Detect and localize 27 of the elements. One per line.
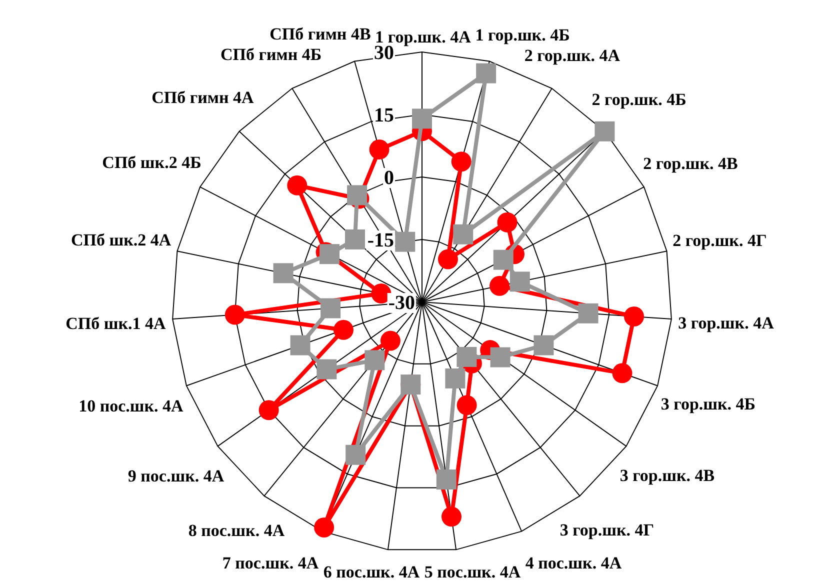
- spoke-label: 6 пос.шк. 4А: [323, 562, 420, 582]
- spoke-label: СПб шк.2 4А: [71, 230, 172, 250]
- y-tick-label: 0: [384, 167, 394, 189]
- spoke-label: 1 гор.шк. 4Б: [475, 25, 570, 44]
- spoke-label: СПб шк.1 4А: [66, 314, 167, 333]
- spoke-label: 9 пос.шк. 4А: [128, 466, 225, 486]
- spoke-label: 2 гор.шк. 4Г: [672, 231, 767, 250]
- spoke-label: 2 гор.шк. 4Б: [592, 90, 686, 110]
- spoke-label: 2 гор.шк. 4В: [643, 154, 738, 173]
- spoke-label: 5 пос.шк. 4А: [424, 562, 522, 582]
- spoke-label: 3 гор.шк. 4А: [678, 314, 775, 333]
- spoke-label: 7 пос.шк. 4А: [222, 553, 320, 572]
- spoke-label: 2 гор.шк. 4А: [524, 46, 621, 65]
- spoke-label: СПб гимн 4Б: [220, 44, 322, 64]
- y-tick-label: 30: [374, 42, 394, 64]
- y-tick-label: 15: [374, 104, 394, 126]
- spoke-label: 8 пос.шк. 4А: [188, 520, 286, 540]
- y-tick-label: -15: [367, 230, 394, 252]
- y-tick-label: -30: [388, 292, 415, 314]
- spoke-label: 3 гор.шк. 4В: [620, 466, 715, 486]
- spoke-label: СПб гимн 4А: [152, 88, 254, 108]
- spoke-label: 4 пос.шк. 4А: [525, 553, 622, 572]
- spoke-label: СПб гимн 4В: [270, 24, 371, 44]
- spoke-label: 10 пос.шк. 4А: [78, 396, 184, 416]
- spoke-label: 3 гор.шк. 4Г: [560, 520, 654, 540]
- spoke-label: СПб шк.2 4Б: [102, 152, 202, 172]
- spoke-label: 3 гор.шк. 4Б: [660, 394, 756, 414]
